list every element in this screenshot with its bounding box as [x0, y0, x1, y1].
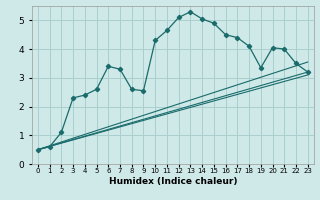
X-axis label: Humidex (Indice chaleur): Humidex (Indice chaleur)	[108, 177, 237, 186]
